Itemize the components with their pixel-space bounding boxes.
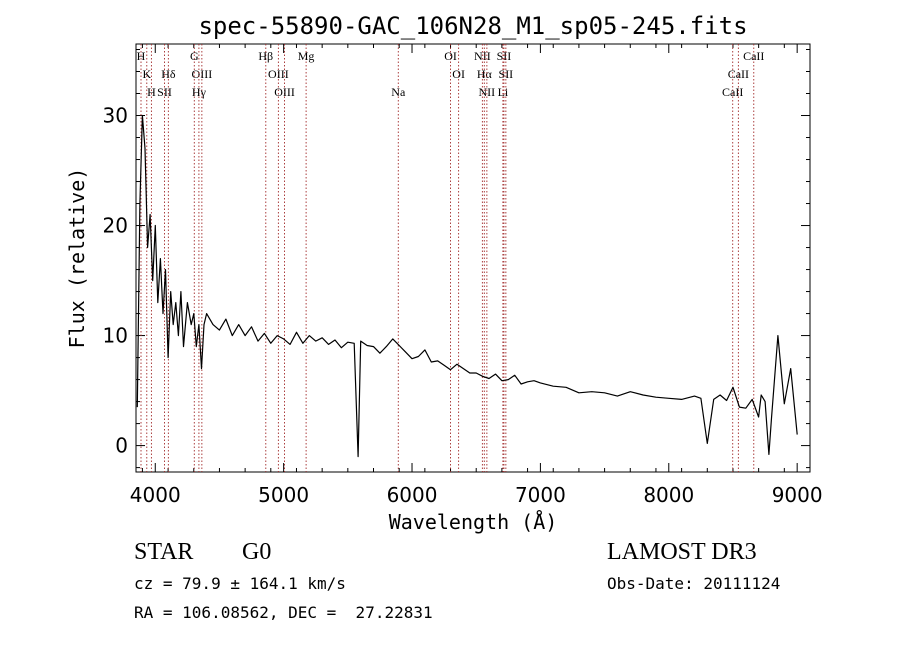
spectral-line-label: SII (157, 85, 172, 99)
spectral-line-label: CaII (743, 49, 764, 63)
spectral-line-label: Hγ (192, 85, 207, 99)
spectral-line-label: NII (479, 85, 496, 99)
y-tick-label: 30 (103, 104, 128, 128)
spectral-line-label: G (190, 49, 199, 63)
spectral-line-label: Hβ (258, 49, 273, 63)
spectral-line-label: H (137, 49, 146, 63)
x-tick-label: 6000 (387, 483, 438, 507)
spectrum-line (136, 114, 798, 458)
x-tick-label: 4000 (130, 483, 181, 507)
x-tick-label: 7000 (515, 483, 566, 507)
x-tick-label: 9000 (772, 483, 823, 507)
survey-name: LAMOST DR3 (607, 539, 757, 565)
plot-frame (135, 43, 811, 473)
spectral-line-label: NII (474, 49, 491, 63)
spectral-line-label: Li (498, 85, 509, 99)
spectral-line-label: K (142, 67, 151, 81)
x-tick-label: 8000 (643, 483, 694, 507)
redshift-velocity: cz = 79.9 ± 164.1 km/s (134, 574, 346, 593)
chart-title: spec-55890-GAC_106N28_M1_sp05-245.fits (198, 12, 747, 40)
y-tick-label: 20 (103, 214, 128, 238)
spectral-line-label: Mg (298, 49, 315, 63)
spectral-line-label: H (147, 85, 156, 99)
spectral-line-label: CaII (728, 67, 749, 81)
spectral-line-label: Hα (477, 67, 493, 81)
spectral-line-label: Na (391, 85, 406, 99)
spectral-line-label: OIII (192, 67, 213, 81)
spectral-line-label: OIII (274, 85, 295, 99)
y-axis-label: Flux (relative) (65, 168, 89, 349)
spectral-line-label: Hδ (161, 67, 176, 81)
x-axis-label: Wavelength (Å) (389, 510, 558, 534)
spectral-line-label: OI (444, 49, 457, 63)
observation-date: Obs-Date: 20111124 (607, 574, 781, 593)
object-subclass: G0 (242, 539, 272, 565)
y-tick-label: 0 (115, 434, 128, 458)
object-class: STAR (134, 539, 194, 565)
spectral-line-label: SII (497, 49, 512, 63)
spectral-line-label: OIII (268, 67, 289, 81)
y-tick-label: 10 (103, 324, 128, 348)
x-tick-label: 5000 (258, 483, 309, 507)
spectral-line-label: SII (499, 67, 514, 81)
spectral-line-label: CaII (722, 85, 743, 99)
coordinates: RA = 106.08562, DEC = 27.22831 (134, 603, 433, 622)
spectral-line-label: OI (452, 67, 465, 81)
